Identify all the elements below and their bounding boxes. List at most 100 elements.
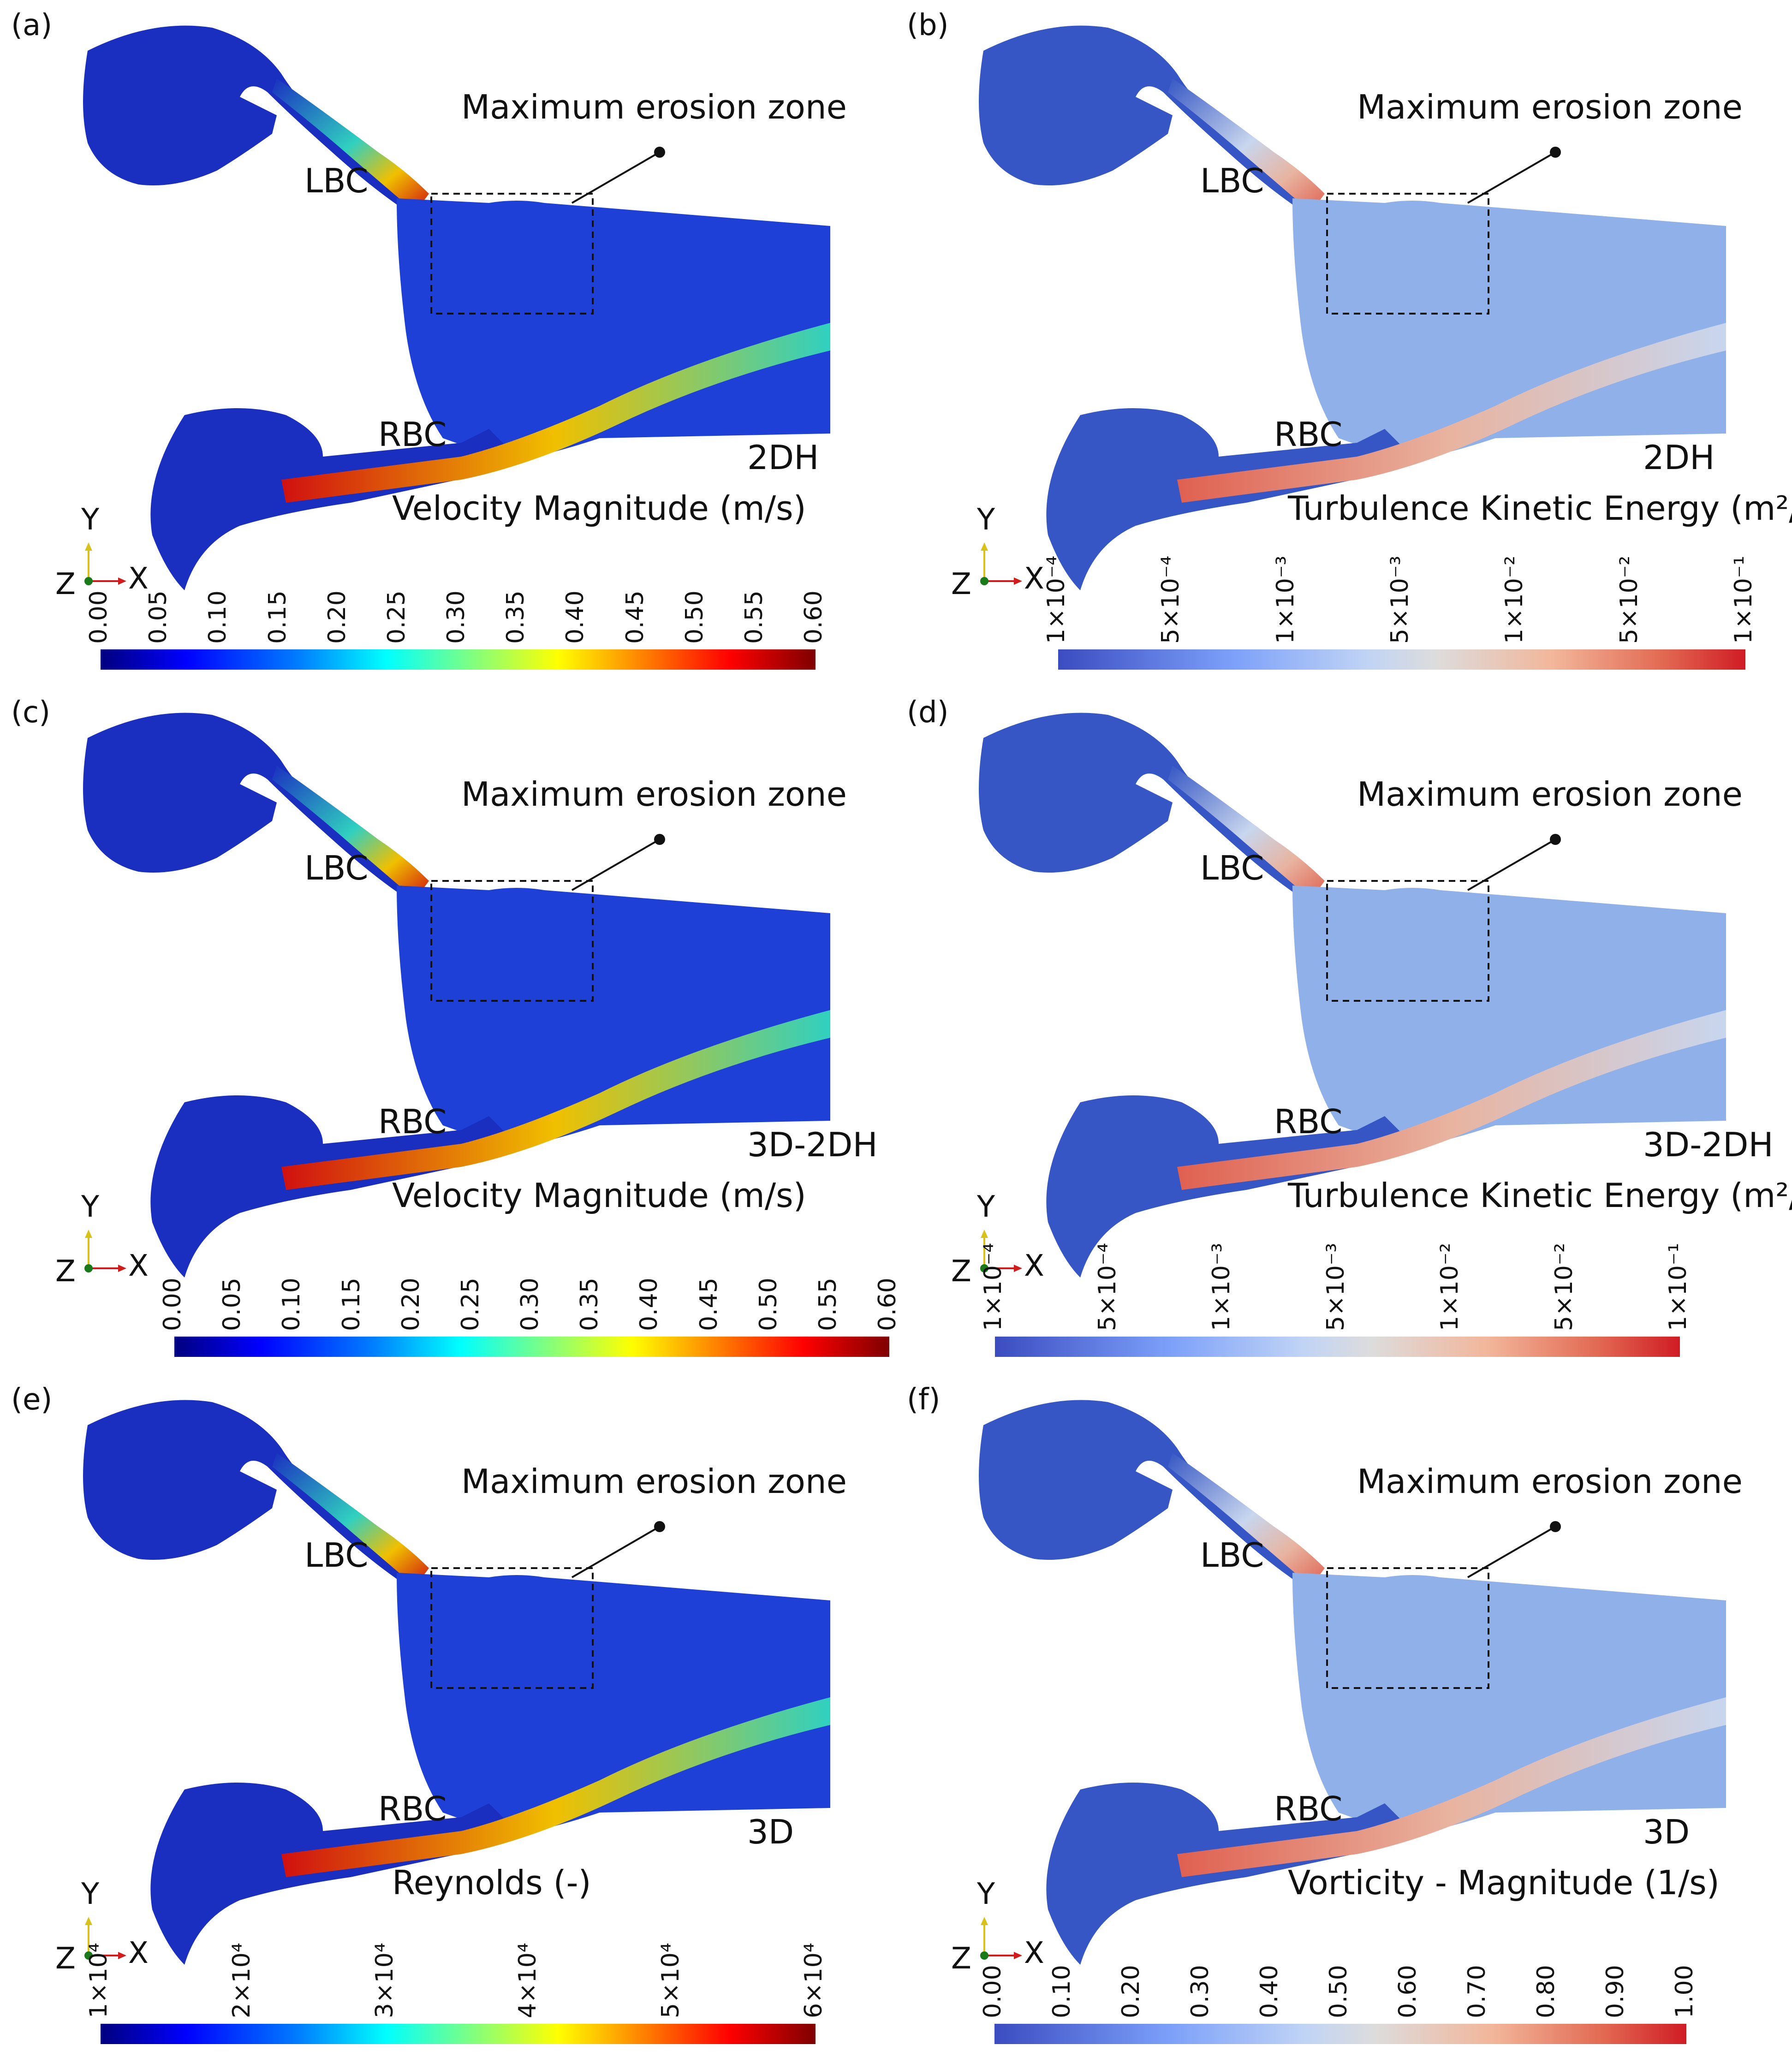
- leader-dot: [654, 1521, 665, 1532]
- axis-y-label: Y: [977, 503, 995, 537]
- colorbar-title: Reynolds (-): [392, 1863, 591, 1902]
- lower-jet: [281, 1697, 830, 1877]
- panel-label: (e): [11, 1383, 53, 1417]
- lbc-label: LBC: [1200, 161, 1264, 200]
- panel-d: (d) Maximum erosion zone LBC RBC 3D-2DH Turbu…: [896, 687, 1792, 1370]
- erosion-zone-box: [1326, 193, 1489, 315]
- lower-jet: [1177, 1697, 1726, 1877]
- colorbar-tick-label: 0.10: [204, 590, 232, 644]
- colorbar-title: Turbulence Kinetic Energy (m²/s²): [1288, 489, 1792, 528]
- colorbar-tick-label: 0.00: [85, 590, 113, 644]
- zone-label: Maximum erosion zone: [1357, 1462, 1743, 1501]
- colorbar-title: Velocity Magnitude (m/s): [392, 1176, 806, 1215]
- leader-line: [1467, 1526, 1556, 1578]
- lower-jet: [1177, 323, 1726, 503]
- erosion-zone-box: [1326, 1567, 1489, 1689]
- colorbar-tick-label: 0.90: [1601, 1965, 1629, 2018]
- upper-jet: [1168, 766, 1325, 899]
- colorbar-tick-label: 1×10⁻⁴: [979, 1243, 1007, 1331]
- case-label: 2DH: [1643, 438, 1715, 477]
- rbc-label: RBC: [378, 1789, 447, 1828]
- rbc-label: RBC: [1274, 1789, 1343, 1828]
- flow-domain-e: [83, 1400, 830, 1965]
- colorbar: [995, 1337, 1680, 1357]
- axis-z-label: Z: [951, 567, 971, 601]
- erosion-zone-box: [1326, 880, 1489, 1002]
- axis-x-label: X: [128, 562, 149, 596]
- colorbar: [101, 649, 816, 670]
- axis-y-label: Y: [977, 1877, 995, 1911]
- axis-y-label: Y: [81, 503, 100, 537]
- upper-jet: [272, 78, 429, 212]
- colorbar-tick-label: 0.35: [576, 1278, 604, 1331]
- leader-dot: [654, 147, 665, 158]
- colorbar-tick-label: 0.30: [1186, 1965, 1214, 2018]
- upper-volute: [83, 25, 424, 217]
- colorbar-tick-label: 0.05: [218, 1278, 246, 1331]
- colorbar-tick-label: 0.55: [740, 590, 768, 644]
- main-channel: [397, 1573, 830, 1836]
- flow-domain-f: [979, 1400, 1726, 1965]
- leader-line: [1467, 151, 1556, 204]
- upper-volute: [979, 713, 1320, 904]
- rbc-label: RBC: [1274, 415, 1343, 454]
- colorbar-tick-label: 1×10⁻²: [1500, 555, 1529, 644]
- colorbar-tick-label: 5×10⁻⁴: [1157, 555, 1185, 644]
- colorbar-tick-label: 1×10⁻²: [1436, 1243, 1464, 1331]
- axis-x-label: X: [1024, 562, 1044, 596]
- colorbar-tick-label: 6×10⁴: [800, 1943, 828, 2018]
- case-label: 2DH: [747, 438, 819, 477]
- panel-e: (e) Maximum erosion zone LBC RBC 3D Reynolds …: [0, 1374, 896, 2057]
- panel-b: (b) Maximum erosion zone LBC RBC 2DH Turbulen…: [896, 0, 1792, 683]
- colorbar-tick-label: 1×10⁻¹: [1730, 555, 1757, 644]
- panel-label: (d): [907, 696, 949, 730]
- leader-dot: [1550, 834, 1561, 845]
- axis-y-label: Y: [81, 1877, 100, 1911]
- colorbar-tick-label: 0.10: [278, 1278, 306, 1331]
- colorbar-tick-label: 0.50: [754, 1278, 782, 1331]
- upper-volute: [83, 1400, 424, 1591]
- lbc-label: LBC: [304, 1536, 369, 1575]
- upper-volute: [83, 713, 424, 904]
- lower-jet: [1177, 1010, 1726, 1190]
- upper-jet: [272, 1453, 429, 1587]
- erosion-zone-box: [430, 193, 594, 315]
- leader-dot: [654, 834, 665, 845]
- lower-volute: [150, 408, 517, 590]
- colorbar: [1058, 649, 1745, 670]
- lower-volute: [1046, 1783, 1412, 1965]
- colorbar-tick-label: 5×10⁻⁴: [1093, 1243, 1121, 1331]
- colorbar-tick-label: 0.55: [814, 1278, 842, 1331]
- leader-dot: [1550, 147, 1561, 158]
- axis-z-label: Z: [55, 567, 76, 601]
- colorbar: [101, 2024, 816, 2044]
- panel-label: (b): [907, 8, 949, 42]
- colorbar-tick-label: 5×10⁻²: [1615, 555, 1643, 644]
- colorbar-tick-label: 0.45: [621, 590, 649, 644]
- colorbar-tick-label: 0.40: [561, 590, 589, 644]
- lower-volute: [150, 1095, 517, 1278]
- colorbar-tick-label: 0.35: [502, 590, 530, 644]
- colorbar-tick-label: 0.80: [1532, 1965, 1560, 2018]
- axis-x-label: X: [128, 1249, 149, 1283]
- leader-line: [571, 1526, 661, 1578]
- panel-a: (a) Maximum erosion zone LBC RBC 2DH Velocity…: [0, 0, 896, 683]
- rbc-label: RBC: [378, 415, 447, 454]
- axis-y-label: Y: [977, 1190, 995, 1224]
- colorbar-tick-label: 4×10⁴: [514, 1943, 542, 2018]
- colorbar-tick-label: 5×10⁻³: [1386, 555, 1414, 644]
- colorbar-tick-label: 0.15: [337, 1278, 365, 1331]
- colorbar: [994, 2024, 1686, 2044]
- colorbar-tick-label: 0.30: [516, 1278, 544, 1331]
- upper-volute: [979, 1400, 1320, 1591]
- zone-label: Maximum erosion zone: [461, 88, 847, 126]
- panel-label: (c): [11, 696, 51, 730]
- panel-c: (c) Maximum erosion zone LBC RBC 3D-2DH Veloc…: [0, 687, 901, 1370]
- main-channel: [397, 886, 830, 1148]
- zone-label: Maximum erosion zone: [461, 775, 847, 814]
- colorbar-title: Velocity Magnitude (m/s): [392, 489, 806, 528]
